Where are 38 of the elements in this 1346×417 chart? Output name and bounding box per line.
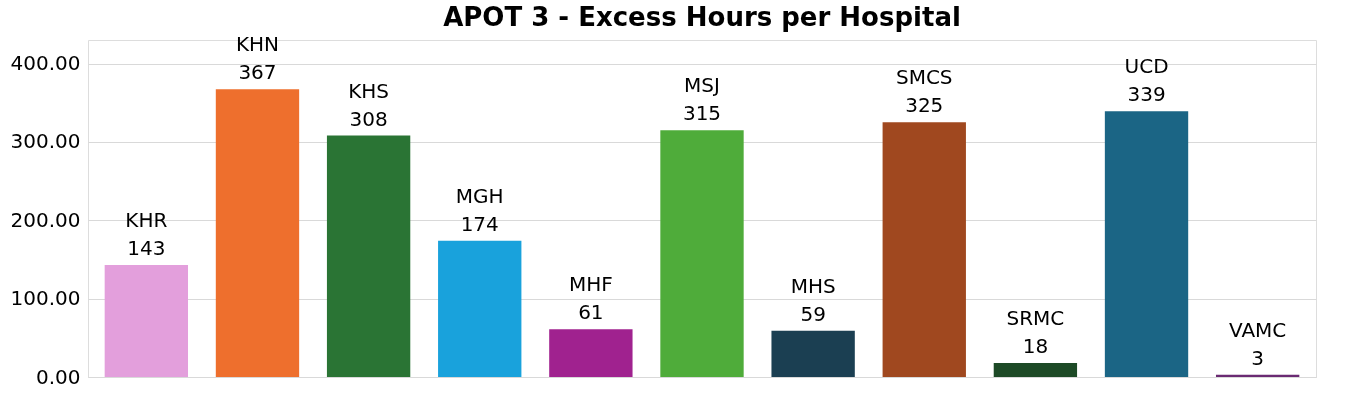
data-label: 18 [1022, 333, 1049, 358]
data-label: 59 [800, 301, 826, 326]
x-tick-label: SRMC [1006, 305, 1065, 330]
data-label: 339 [1127, 82, 1166, 107]
bar [993, 362, 1078, 377]
bar [104, 264, 189, 377]
bar [549, 329, 633, 377]
y-tick-label: 0.00 [35, 364, 81, 389]
x-tick-label: KHS [348, 78, 390, 103]
data-label: 367 [238, 60, 277, 85]
bar [771, 330, 855, 377]
chart-title: APOT 3 - Excess Hours per Hospital [443, 2, 961, 33]
x-tick-label: MHF [568, 272, 613, 297]
bar [326, 135, 411, 377]
x-tick-label: SMCS [895, 65, 953, 90]
x-tick-label: MHS [790, 273, 836, 298]
data-label: 308 [349, 106, 388, 131]
y-tick-label: 100.00 [10, 286, 81, 311]
data-label: 325 [905, 93, 944, 118]
data-label: 143 [127, 235, 166, 260]
x-tick-label: MSJ [684, 73, 720, 98]
bar [215, 89, 300, 377]
x-tick-label: MGH [455, 183, 504, 208]
data-label: 315 [682, 101, 722, 126]
data-label: 3 [1251, 345, 1265, 370]
bar [882, 122, 966, 377]
data-label: 61 [578, 300, 604, 325]
x-tick-label: VAMC [1229, 317, 1287, 342]
data-label: 174 [460, 211, 499, 236]
x-tick-label: UCD [1124, 54, 1169, 79]
y-tick-label: 400.00 [10, 51, 81, 76]
x-tick-label: KHR [125, 207, 168, 232]
x-tick-label: KHN [235, 32, 280, 57]
bar [1104, 111, 1189, 377]
bar [660, 130, 744, 377]
bar [438, 240, 522, 377]
y-tick-label: 200.00 [10, 207, 81, 232]
y-tick-label: 300.00 [10, 129, 81, 154]
